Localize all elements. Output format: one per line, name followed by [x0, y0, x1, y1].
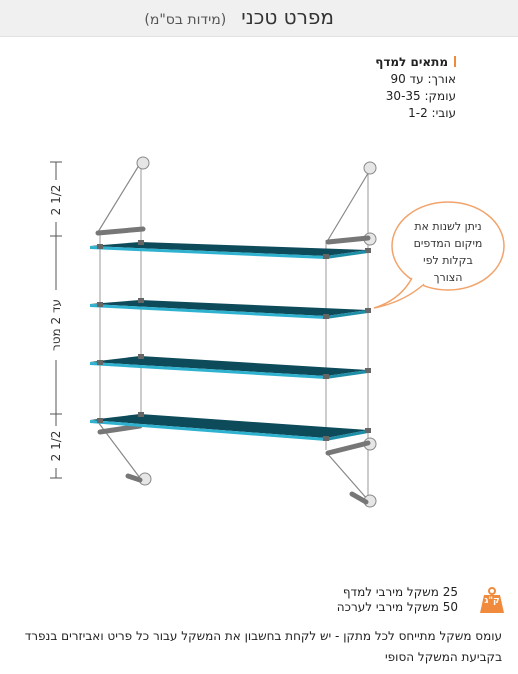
- callout-line: הצורך: [434, 271, 463, 284]
- shelf-clamp-icon: [138, 354, 144, 359]
- shelf: [90, 414, 368, 441]
- spec-row-depth: עומק: 30-35: [375, 88, 456, 105]
- shelf-clamp-icon: [323, 374, 329, 379]
- spec-value: 30-35: [385, 89, 421, 103]
- dimension-bottom-label: 2 1/2: [49, 431, 63, 462]
- title-group: מפרט טכני (מידות בס"מ): [144, 5, 334, 29]
- dimension-middle-label: עד 2 מטר: [49, 299, 63, 351]
- shelf-clamp-icon: [365, 248, 371, 253]
- dimension-top-label: 2 1/2: [49, 185, 63, 216]
- shelf-clamps: [97, 240, 371, 441]
- wall-anchor-icon: [136, 156, 150, 170]
- shelf-clamp-icon: [365, 368, 371, 373]
- shelf-clamp-icon: [97, 418, 103, 423]
- shelf-clamp-icon: [365, 428, 371, 433]
- shelf-clamp-icon: [323, 254, 329, 259]
- spec-label: עומק:: [424, 89, 457, 103]
- shelf-clamp-icon: [323, 436, 329, 441]
- accent-bar: [454, 56, 456, 67]
- shelf-clamp-icon: [138, 240, 144, 245]
- callout-line: מיקום המדפים: [414, 237, 483, 250]
- weight-icon-label: ק"ג: [484, 596, 500, 606]
- shelf: [90, 300, 368, 319]
- spec-row-length: אורך: עד 90: [375, 71, 456, 88]
- callout-line: בקלות לפי: [423, 254, 473, 267]
- vertical-cables: [99, 162, 369, 500]
- max-weight-per-shelf: 25 משקל מירבי למדף: [342, 585, 458, 599]
- tension-cables: [97, 161, 371, 501]
- dimension-gap-marks: [50, 180, 62, 468]
- support-rods: [95, 226, 371, 505]
- shelf-clamp-icon: [97, 302, 103, 307]
- shelf-clamp-icon: [97, 244, 103, 249]
- wall-anchors: [136, 156, 377, 508]
- specs-heading-text: מתאים למדף: [375, 55, 448, 69]
- spec-value: 1-2: [408, 106, 428, 120]
- shelf: [90, 242, 368, 259]
- spec-label: עובי:: [431, 106, 456, 120]
- spec-row-thickness: עובי: 1-2: [375, 105, 456, 122]
- specs-heading: מתאים למדף: [375, 54, 456, 71]
- callout-line: ניתן לשנות את: [414, 220, 481, 233]
- shelf-system-diagram: 2 1/2 עד 2 מטר 2 1/2: [49, 156, 505, 508]
- specs-block: מתאים למדף אורך: עד 90 עומק: 30-35 עובי:…: [375, 54, 456, 122]
- shelf-clamp-icon: [365, 308, 371, 313]
- weight-limits: 25 משקל מירבי למדף 50 משקל מירבי לערכה: [337, 585, 458, 615]
- shelf-clamp-icon: [138, 412, 144, 417]
- spec-label: אורך:: [427, 72, 456, 86]
- callout-bubble-icon: [373, 201, 505, 309]
- weight-icon: ק"ג: [480, 587, 504, 613]
- callout-text: ניתן לשנות את מיקום המדפים בקלות לפי הצו…: [414, 220, 483, 284]
- page-title: מפרט טכני: [241, 5, 334, 29]
- max-weight-per-set: 50 משקל מירבי לערכה: [336, 600, 458, 614]
- header-bar: מפרט טכני (מידות בס"מ): [0, 0, 518, 37]
- shelf: [90, 356, 368, 379]
- spec-value: עד 90: [390, 72, 424, 86]
- shelf-clamp-icon: [323, 314, 329, 319]
- shelf-clamp-icon: [97, 360, 103, 365]
- shelf-clamp-icon: [138, 298, 144, 303]
- page-subtitle: (מידות בס"מ): [144, 12, 227, 28]
- wall-anchor-icon: [363, 161, 377, 175]
- weight-note: עומס משקל מתייחס לכל מתקן - יש לקחת בחשב…: [24, 629, 502, 664]
